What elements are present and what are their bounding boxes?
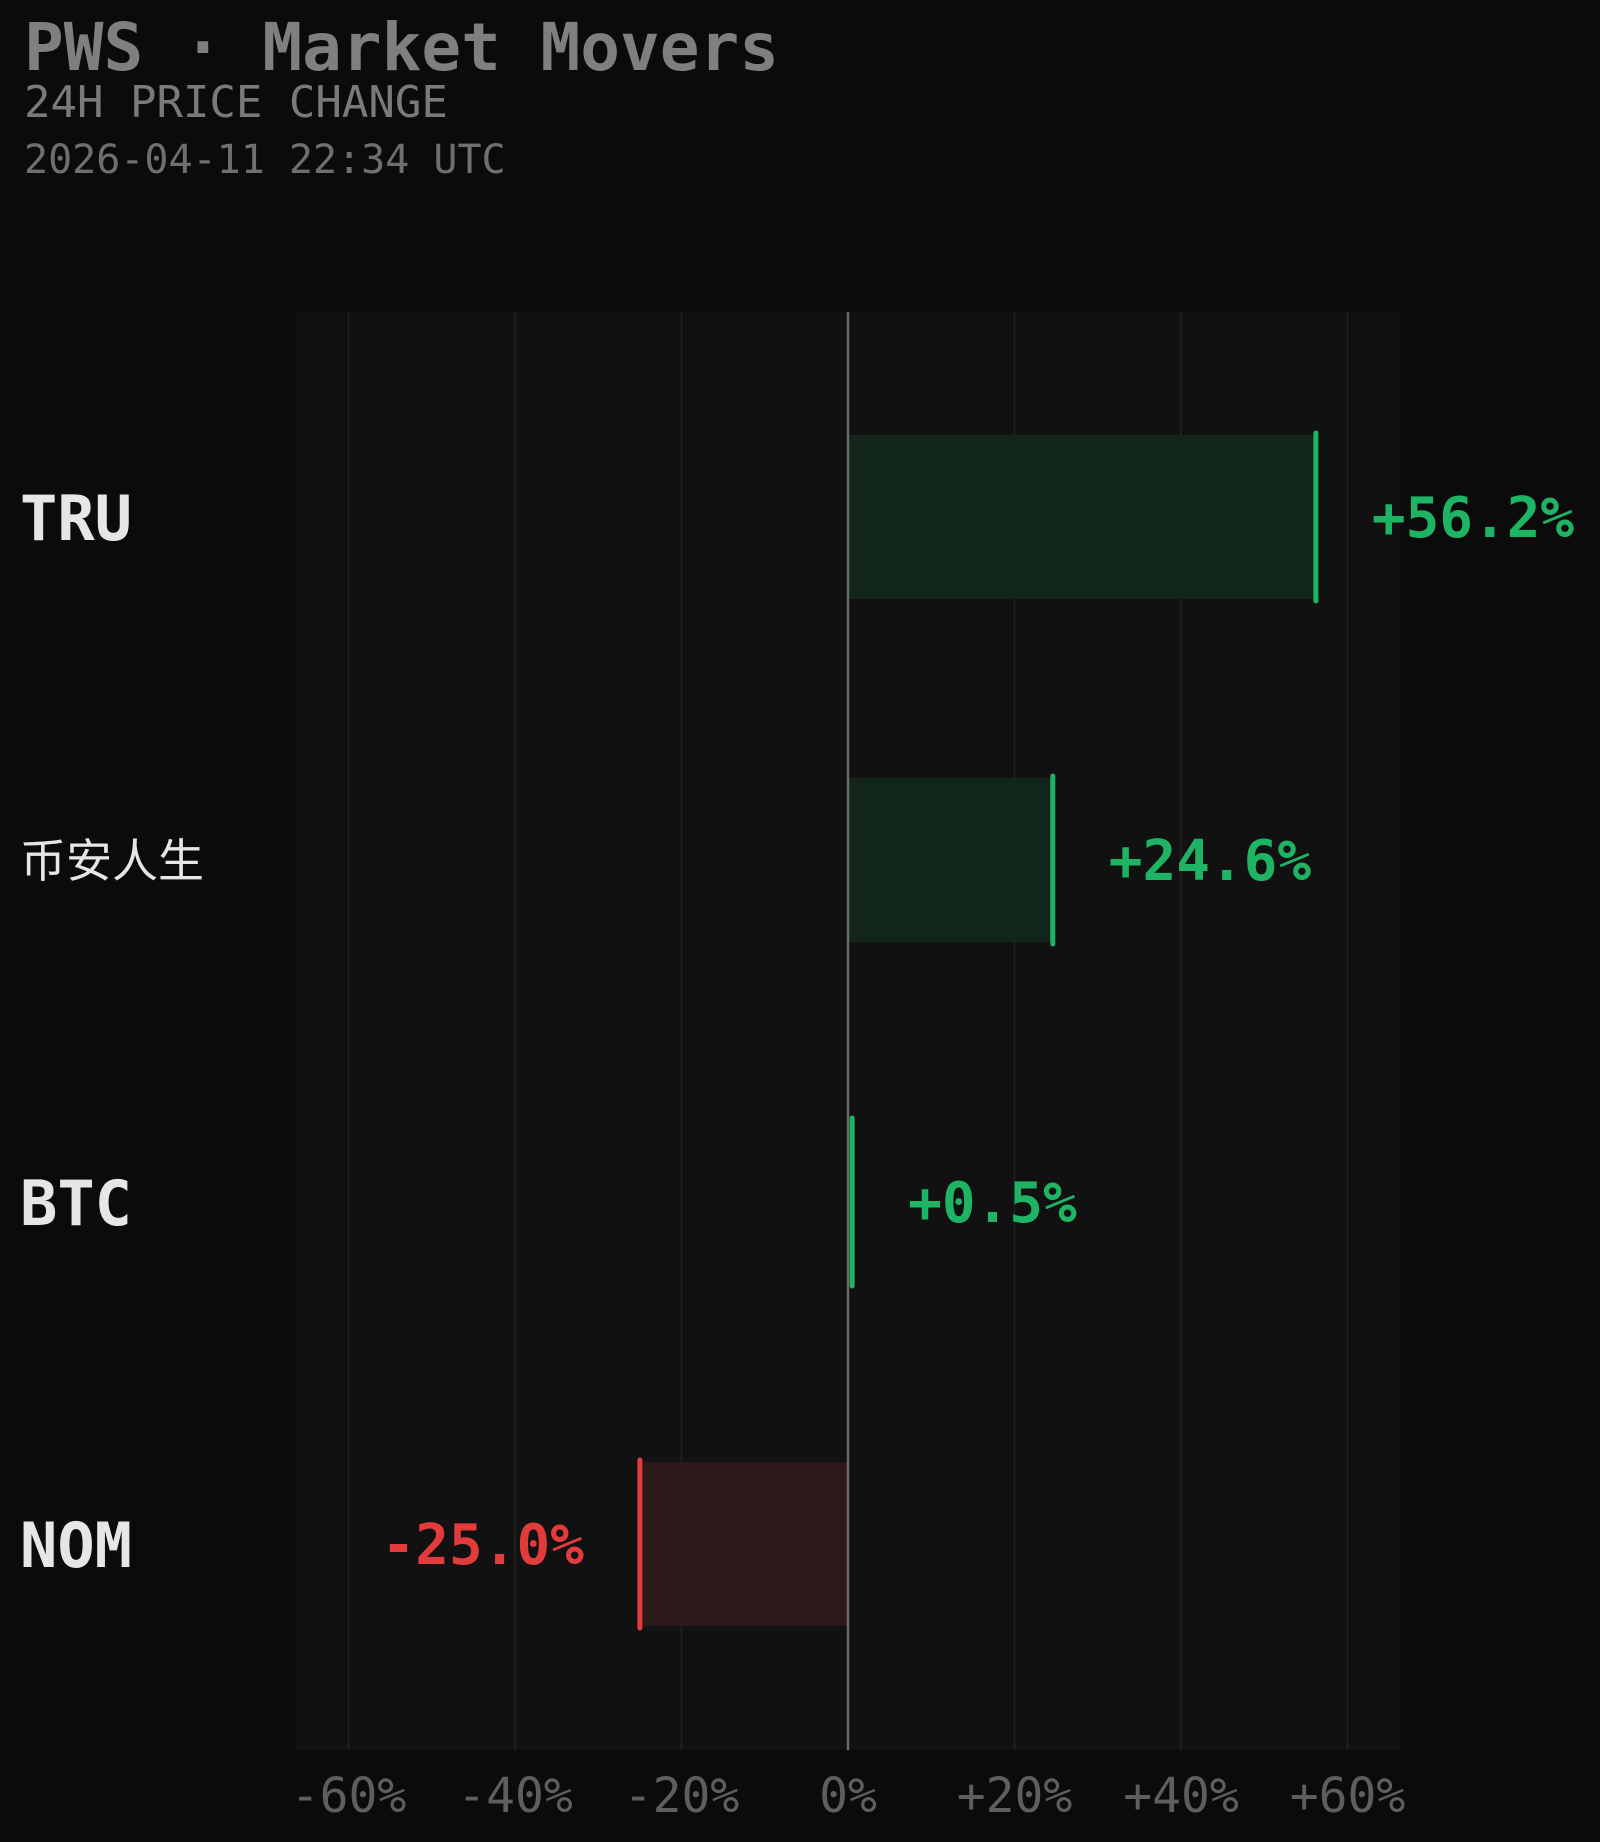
x-tick-label: 0% (819, 1768, 877, 1824)
value-label: +56.2% (1372, 486, 1575, 551)
x-tick-label: -40% (457, 1768, 573, 1824)
bar (848, 435, 1316, 599)
x-tick-label: +60% (1290, 1768, 1406, 1824)
category-label: TRU (20, 482, 132, 555)
bars (637, 430, 1319, 1631)
category-label: BTC (20, 1167, 132, 1240)
value-label: +24.6% (1109, 829, 1312, 894)
chart-header: PWS · Market Movers 24H PRICE CHANGE 202… (24, 10, 1576, 184)
x-tick-label: +40% (1123, 1768, 1239, 1824)
x-tick-label: -20% (624, 1768, 740, 1824)
category-label: NOM (20, 1509, 132, 1582)
bar (639, 1462, 848, 1626)
chart-subtitle: 24H PRICE CHANGE (24, 77, 448, 128)
value-label: -25.0% (382, 1513, 585, 1578)
category-label: 币安人生 (20, 834, 204, 888)
page-title: PWS · Market Movers (24, 9, 779, 86)
labels: TRU +56.2% 币安人生 +24.6% BTC +0.5% NOM -25.0% (20, 482, 1574, 1582)
x-tick-label: -60% (291, 1768, 407, 1824)
timestamp: 2026-04-11 22:34 UTC (24, 137, 506, 183)
value-label: +0.5% (908, 1171, 1077, 1236)
x-tick-label: +20% (957, 1768, 1073, 1824)
bar (848, 778, 1053, 942)
x-axis-ticks: -60% -40% -20% 0% +20% +40% +60% (291, 1768, 1406, 1824)
